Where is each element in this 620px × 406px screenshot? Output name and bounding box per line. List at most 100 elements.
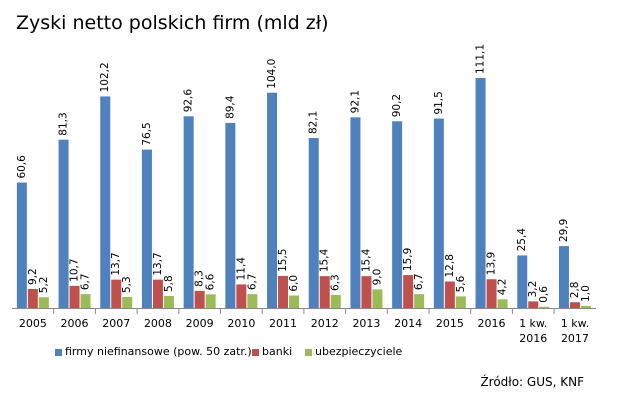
x-tick-label: 2015	[435, 317, 464, 330]
data-label: 15,9	[402, 248, 414, 271]
data-label: 11,4	[235, 257, 247, 281]
bar	[330, 294, 341, 308]
data-label: 8,3	[194, 270, 206, 287]
bar	[350, 117, 361, 309]
data-label: 6,7	[80, 273, 92, 290]
data-label: 5,2	[38, 277, 50, 294]
data-label: 2,8	[569, 282, 581, 299]
bar	[183, 116, 194, 308]
legend-label: banki	[262, 345, 293, 358]
data-label: 6,7	[246, 273, 258, 290]
bar	[433, 118, 444, 309]
bar	[486, 279, 497, 308]
data-label: 25,4	[516, 228, 528, 252]
data-label: 91,5	[433, 91, 445, 114]
bar	[100, 96, 111, 309]
data-label: 104,0	[266, 59, 278, 89]
data-label: 1,0	[580, 285, 592, 302]
bar	[225, 122, 236, 308]
data-label: 5,8	[163, 275, 175, 292]
bar	[528, 301, 539, 308]
bar	[205, 294, 216, 308]
x-tick-label: 2010	[227, 317, 256, 330]
data-label: 81,3	[58, 112, 70, 135]
data-label: 0,6	[538, 286, 550, 303]
bar	[69, 285, 80, 308]
bar	[539, 306, 550, 308]
bar	[558, 246, 569, 308]
bar	[278, 275, 289, 308]
legend-label: firmy niefinansowe (pow. 50 zatr.)	[65, 345, 252, 358]
bar	[455, 296, 466, 308]
data-label: 10,7	[69, 258, 81, 281]
bar	[194, 290, 205, 308]
data-label: 90,2	[391, 94, 403, 117]
data-label: 6,0	[288, 275, 300, 292]
bar	[319, 276, 330, 308]
x-tick-label: 2016	[477, 317, 506, 330]
data-label: 92,6	[183, 89, 195, 113]
x-tick-label: 2013	[352, 317, 381, 330]
x-tick-label: 2005	[18, 317, 47, 330]
bar	[475, 78, 486, 308]
bar	[289, 295, 300, 308]
bar	[308, 138, 319, 308]
data-label: 5,6	[455, 275, 467, 292]
bar	[152, 279, 163, 308]
data-label: 6,6	[205, 273, 217, 290]
x-tick-label: 2014	[394, 317, 423, 330]
x-tick-label: 2012	[310, 317, 339, 330]
bar	[111, 279, 122, 308]
bar	[267, 92, 278, 308]
data-label: 82,1	[308, 111, 320, 134]
bar	[403, 275, 414, 308]
data-label: 5,3	[121, 276, 133, 293]
bar	[444, 281, 455, 308]
x-tick-label: 1 kw. 2017	[560, 317, 590, 345]
data-label: 4,2	[497, 279, 509, 296]
data-label: 13,9	[486, 252, 498, 275]
data-label: 60,6	[16, 155, 28, 179]
bar	[569, 302, 580, 308]
bar	[80, 294, 91, 308]
bar	[236, 284, 247, 308]
legend-swatch	[252, 349, 259, 356]
data-label: 9,2	[27, 268, 39, 285]
data-label: 111,1	[475, 44, 487, 74]
bar	[372, 289, 383, 308]
data-label: 9,0	[371, 269, 383, 286]
bar	[27, 288, 38, 308]
data-label: 102,2	[99, 62, 111, 92]
bar	[497, 299, 508, 308]
x-tick-label: 2007	[102, 317, 131, 330]
chart-title: Zyski netto polskich firm (mld zł)	[16, 12, 329, 34]
data-label: 15,4	[360, 248, 372, 272]
data-label: 89,4	[224, 95, 236, 119]
x-tick-label: 2011	[269, 317, 298, 330]
data-label: 3,2	[527, 281, 539, 298]
x-tick-label: 1 kw. 2016	[519, 317, 548, 345]
data-label: 6,3	[330, 274, 342, 291]
data-label: 13,7	[110, 252, 122, 275]
x-tick-label: 2006	[60, 317, 89, 330]
source: Źródło: GUS, KNF	[480, 375, 584, 389]
bar	[392, 121, 403, 308]
legend-swatch	[55, 349, 62, 356]
bar	[517, 255, 528, 308]
data-label: 29,9	[558, 219, 570, 242]
x-tick-label: 2008	[143, 317, 172, 330]
data-label: 76,5	[141, 122, 153, 145]
x-tick-label: 2009	[185, 317, 214, 330]
bar	[58, 139, 69, 308]
bar	[247, 294, 258, 308]
bar	[580, 305, 591, 308]
data-label: 6,7	[413, 273, 425, 290]
data-label: 15,4	[319, 248, 331, 272]
bar	[38, 297, 49, 308]
legend-label: ubezpieczyciele	[315, 345, 403, 358]
bar	[141, 149, 152, 308]
bar	[361, 276, 372, 308]
bar	[122, 297, 133, 308]
data-label: 15,5	[277, 249, 289, 272]
